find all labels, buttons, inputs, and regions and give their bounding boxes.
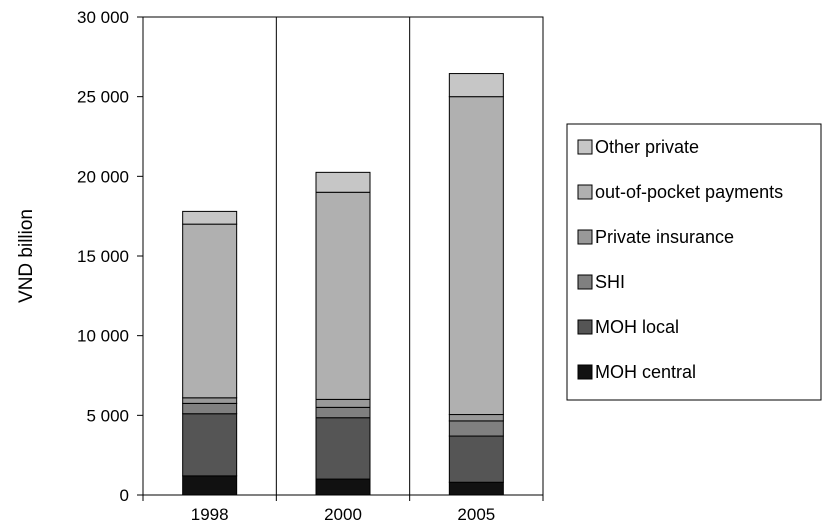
y-tick-label: 15 000: [77, 247, 129, 266]
bar-segment-2000-other-private: [315, 171, 371, 193]
y-tick-label: 25 000: [77, 88, 129, 107]
bar-segment-1998-moh-local: [182, 413, 238, 477]
y-tick-label: 5 000: [86, 406, 129, 425]
legend: Other private out-of-pocket payments Priva…: [566, 123, 822, 401]
bar-segment-2000-private-insurance: [315, 398, 371, 408]
x-tick-label: 2005: [457, 505, 495, 524]
bar-segment-2000-shi: [315, 406, 371, 419]
y-tick-label: 20 000: [77, 167, 129, 186]
legend-label-out-of-pocket-payments: out-of-pocket payments: [595, 182, 783, 202]
legend-label-moh-local: MOH local: [595, 317, 679, 337]
legend-label-moh-central: MOH central: [595, 362, 696, 382]
legend-swatch-moh-central: [577, 364, 593, 380]
bar-segment-2000-moh-local: [315, 417, 371, 480]
legend-swatch-moh-local: [577, 319, 593, 335]
y-ticks: 0 5 000 10 000 15 000 20 000 25 000 30 000: [77, 8, 143, 505]
legend-label-private-insurance: Private insurance: [595, 227, 734, 247]
legend-label-shi: SHI: [595, 272, 625, 292]
bar-segment-2000-moh-central: [315, 478, 371, 496]
bar-segment-1998-out-of-pocket-payments: [182, 223, 238, 399]
x-ticks: 1998 2000 2005: [142, 495, 544, 524]
x-tick-label: 1998: [191, 505, 229, 524]
gridlines: [275, 17, 411, 495]
bars: [182, 73, 504, 496]
bar-segment-2005-moh-local: [448, 435, 504, 483]
bar-segment-2005-other-private: [448, 73, 504, 98]
bar-segment-1998-shi: [182, 402, 238, 415]
bar-segment-2000-out-of-pocket-payments: [315, 191, 371, 400]
legend-swatch-other-private: [577, 139, 593, 155]
bar-segment-2005-shi: [448, 420, 504, 437]
legend-swatch-private-insurance: [577, 229, 593, 245]
y-tick-label: 30 000: [77, 8, 129, 27]
y-tick-label: 0: [120, 486, 129, 505]
bar-segment-2005-private-insurance: [448, 414, 504, 422]
x-tick-label: 2000: [324, 505, 362, 524]
bar-segment-1998-moh-central: [182, 475, 238, 496]
bar-segment-1998-other-private: [182, 210, 238, 225]
bar-segment-2005-moh-central: [448, 481, 504, 496]
y-axis-title: VND billion: [16, 209, 37, 303]
legend-swatch-shi: [577, 274, 593, 290]
legend-swatch-out-of-pocket-payments: [577, 184, 593, 200]
legend-box: [566, 123, 822, 401]
legend-label-other-private: Other private: [595, 137, 699, 157]
bar-segment-2005-out-of-pocket-payments: [448, 96, 504, 416]
bar-segment-1998-private-insurance: [182, 397, 238, 404]
y-tick-label: 10 000: [77, 327, 129, 346]
